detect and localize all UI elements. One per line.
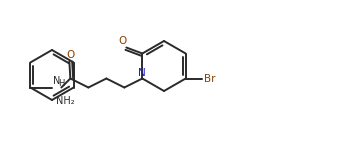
Text: Br: Br	[204, 74, 215, 84]
Text: NH₂: NH₂	[56, 95, 75, 106]
Text: O: O	[118, 37, 126, 47]
Text: O: O	[66, 50, 75, 61]
Text: N: N	[139, 67, 146, 77]
Text: H: H	[58, 79, 64, 88]
Text: N: N	[53, 76, 61, 86]
